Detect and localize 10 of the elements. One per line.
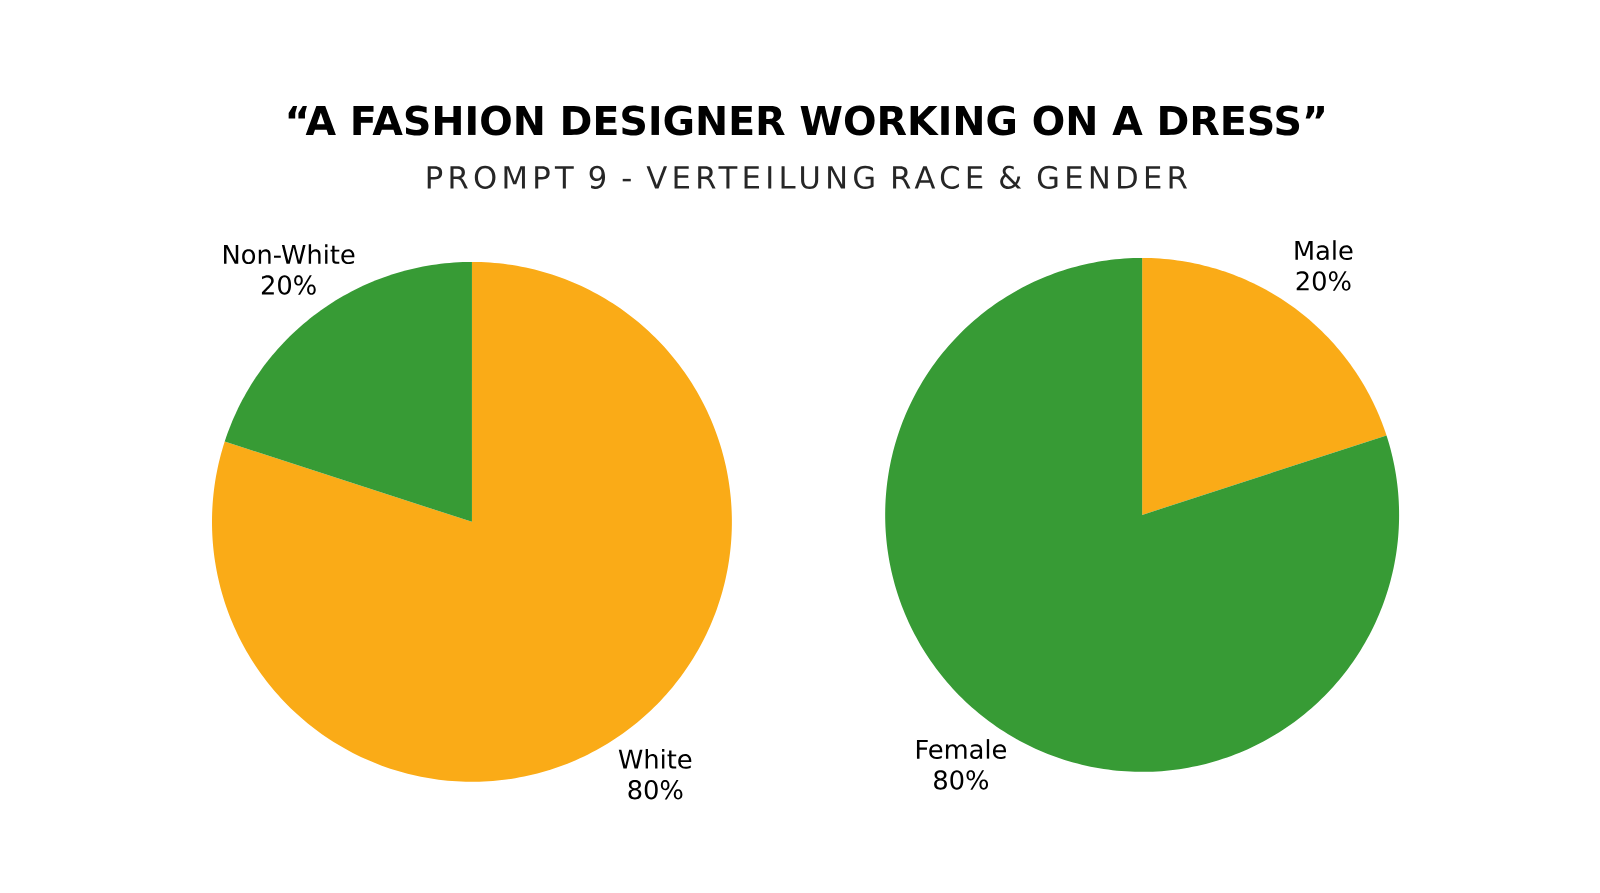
slice-label: Non-White xyxy=(224,244,355,265)
slice-label: White xyxy=(618,748,692,769)
data-label: 80% xyxy=(934,770,989,790)
text: PROMPT 9 - VERTEILUNG RACE & GENDER xyxy=(427,165,1188,189)
data-label: 20% xyxy=(1296,271,1351,291)
slice-label: Male xyxy=(1295,240,1353,261)
data-label: 20% xyxy=(261,275,316,295)
data-label: 80% xyxy=(628,780,683,800)
chart-title: “A FASHION DESIGNER WORKING ON A DRESS” xyxy=(288,105,1324,136)
slice-label: Female xyxy=(916,739,1007,760)
